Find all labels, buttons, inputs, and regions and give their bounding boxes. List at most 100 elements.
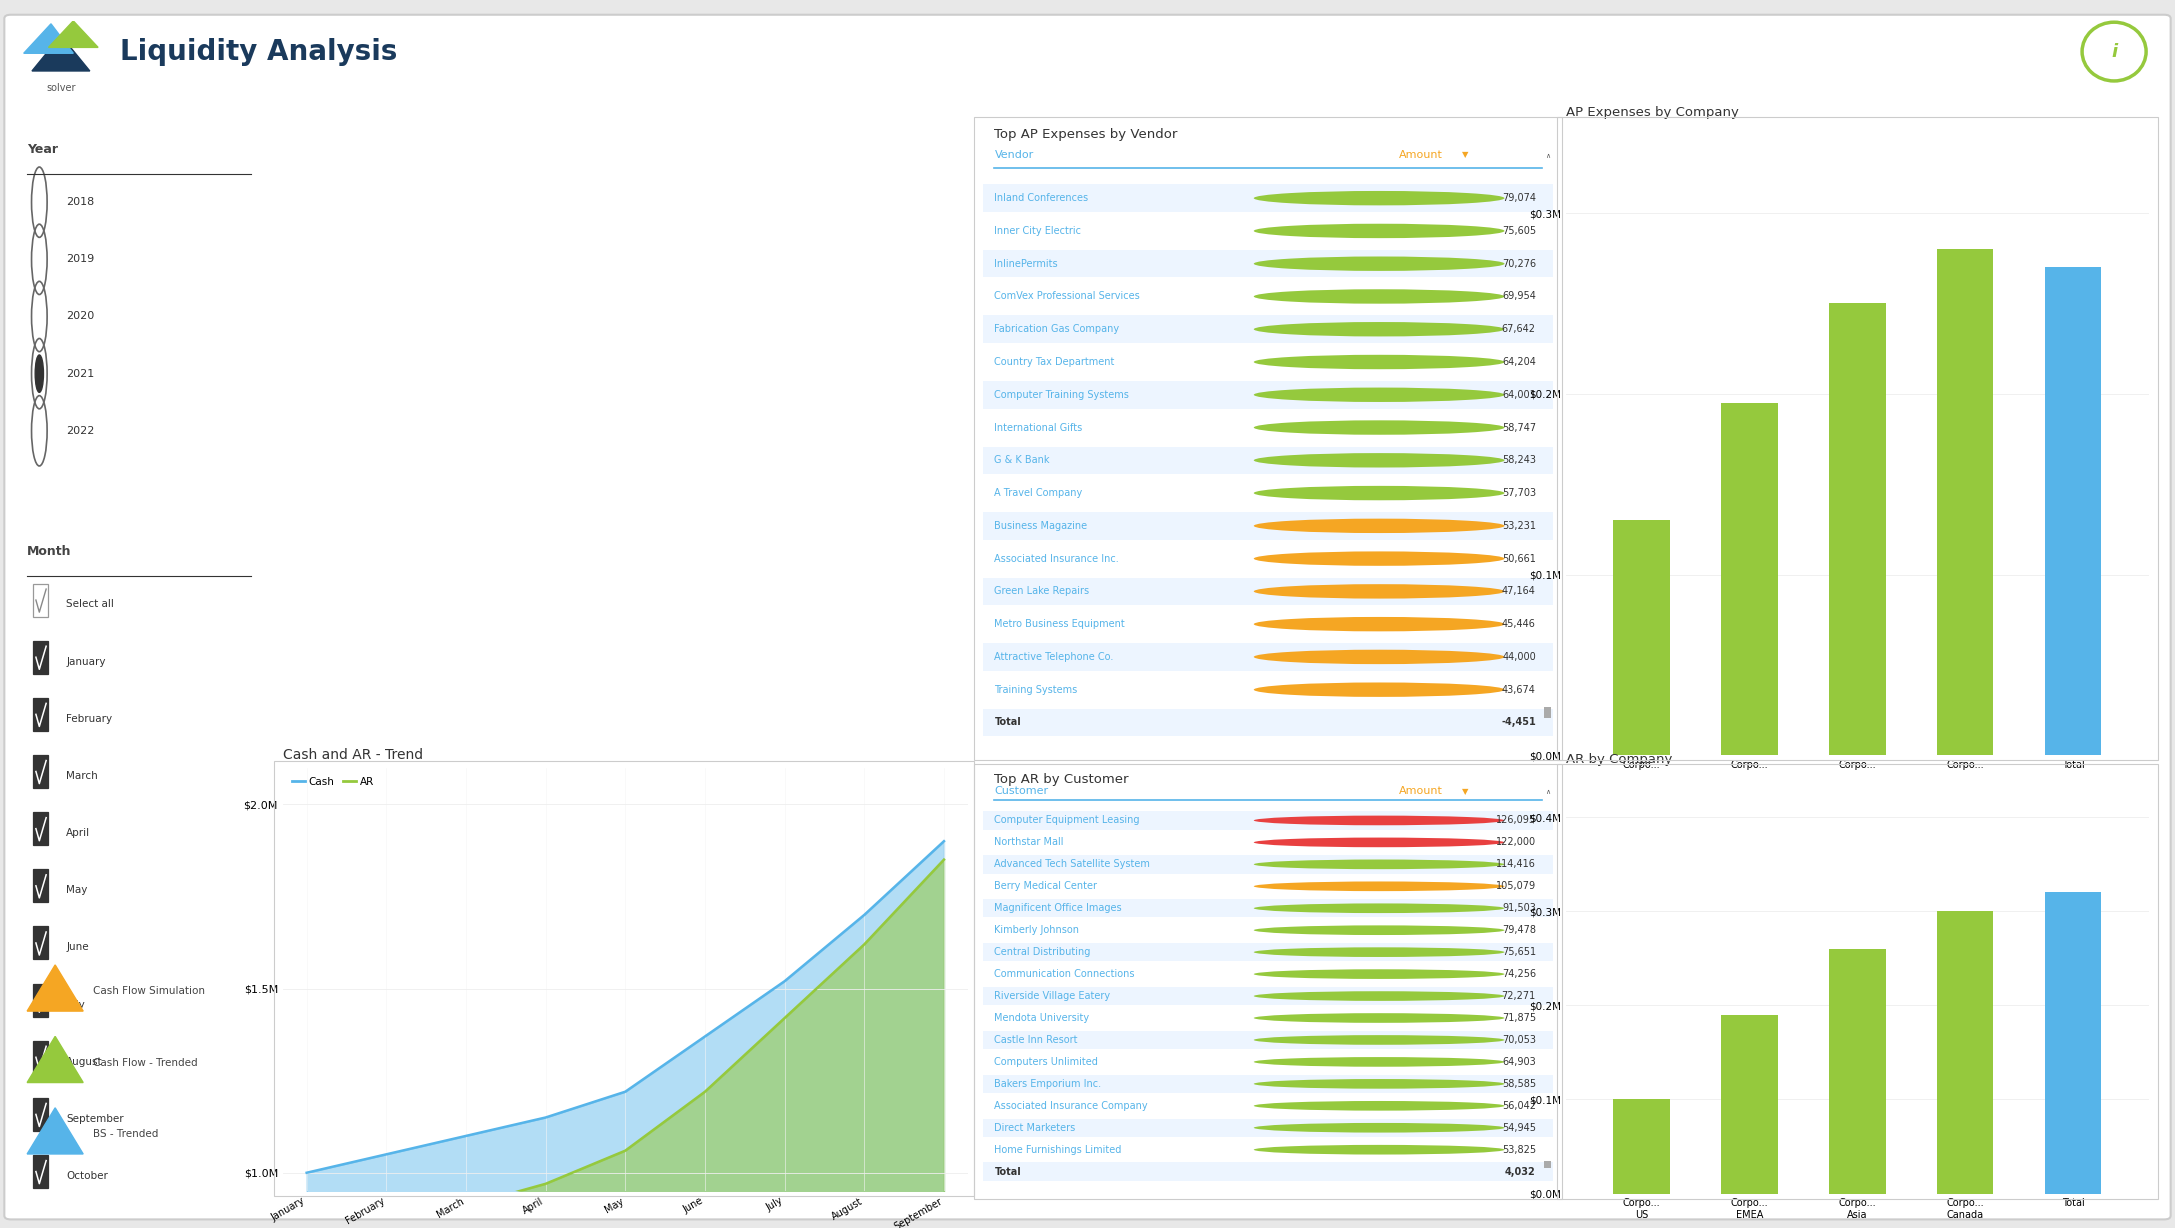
Text: August: August <box>65 1056 102 1067</box>
Circle shape <box>1253 1079 1505 1089</box>
Text: February: February <box>65 713 113 723</box>
Text: Green Lake Repairs: Green Lake Repairs <box>994 587 1090 597</box>
Text: Select all: Select all <box>65 599 113 609</box>
Text: 74,256: 74,256 <box>1501 969 1536 979</box>
Text: 43,674: 43,674 <box>1503 685 1536 695</box>
Text: 2.2: 2.2 <box>352 206 389 226</box>
FancyBboxPatch shape <box>983 381 1553 409</box>
Text: (-0.1 %): (-0.1 %) <box>844 524 885 534</box>
Circle shape <box>1253 486 1505 500</box>
FancyBboxPatch shape <box>983 987 1553 1006</box>
Text: 75,651: 75,651 <box>1501 947 1536 957</box>
FancyBboxPatch shape <box>33 984 48 1017</box>
FancyBboxPatch shape <box>983 577 1553 605</box>
Circle shape <box>1253 1102 1505 1110</box>
FancyBboxPatch shape <box>983 414 1553 441</box>
FancyBboxPatch shape <box>937 962 953 1056</box>
Text: Northstar Mall: Northstar Mall <box>994 837 1064 847</box>
Circle shape <box>1253 1035 1505 1045</box>
Text: Magnificent Office Images: Magnificent Office Images <box>994 904 1122 914</box>
Text: ∧: ∧ <box>1544 154 1551 160</box>
Text: Top AR by Customer: Top AR by Customer <box>994 774 1129 786</box>
Text: Attractive Telephone Co.: Attractive Telephone Co. <box>994 652 1114 662</box>
FancyBboxPatch shape <box>983 217 1553 244</box>
Text: $356,313: $356,313 <box>650 206 759 226</box>
FancyBboxPatch shape <box>872 648 887 733</box>
FancyBboxPatch shape <box>674 1024 689 1056</box>
FancyBboxPatch shape <box>983 447 1553 474</box>
Bar <box>1829 303 1886 755</box>
Text: Liquidity Analysis: Liquidity Analysis <box>120 38 398 65</box>
Text: BS - Trended: BS - Trended <box>94 1130 159 1140</box>
Text: 72,271: 72,271 <box>1501 991 1536 1001</box>
Text: May: May <box>65 885 87 895</box>
Text: 2020: 2020 <box>65 312 94 322</box>
Text: InlinePermits: InlinePermits <box>994 259 1057 269</box>
Text: ▼: ▼ <box>1462 787 1468 796</box>
Text: 58,585: 58,585 <box>1501 1079 1536 1089</box>
Text: 53,825: 53,825 <box>1501 1144 1536 1154</box>
Text: Direct Marketers: Direct Marketers <box>994 1122 1077 1132</box>
Circle shape <box>1253 1013 1505 1023</box>
FancyBboxPatch shape <box>983 1119 1553 1137</box>
FancyBboxPatch shape <box>33 755 48 788</box>
Circle shape <box>1253 860 1505 869</box>
Text: 0.42: 0.42 <box>346 530 396 550</box>
Text: Communication Connections: Communication Connections <box>994 969 1135 979</box>
Text: Home Furnishings Limited: Home Furnishings Limited <box>994 1144 1122 1154</box>
Text: Debt to Equity Ratio: Debt to Equity Ratio <box>344 791 470 803</box>
Text: Current Ratio: Current Ratio <box>365 144 448 156</box>
FancyBboxPatch shape <box>33 583 48 616</box>
FancyBboxPatch shape <box>674 704 689 733</box>
Text: Berry Medical Center: Berry Medical Center <box>994 882 1098 892</box>
FancyBboxPatch shape <box>983 709 1553 737</box>
Text: 75,605: 75,605 <box>1501 226 1536 236</box>
FancyBboxPatch shape <box>639 709 657 733</box>
Text: 2021: 2021 <box>65 368 94 378</box>
Circle shape <box>1253 388 1505 402</box>
Text: July: July <box>65 1000 85 1009</box>
FancyBboxPatch shape <box>33 1098 48 1131</box>
Text: $267,648: $267,648 <box>650 530 759 550</box>
Text: 91,503: 91,503 <box>1503 904 1536 914</box>
Circle shape <box>1253 518 1505 533</box>
Text: 2019: 2019 <box>65 254 94 264</box>
Bar <box>1938 249 1994 755</box>
FancyBboxPatch shape <box>983 965 1553 984</box>
Bar <box>2044 268 2101 755</box>
FancyBboxPatch shape <box>983 349 1553 376</box>
FancyBboxPatch shape <box>772 1001 787 1056</box>
Text: Accounts Payable: Accounts Payable <box>711 468 820 480</box>
Circle shape <box>1253 223 1505 238</box>
FancyBboxPatch shape <box>983 1163 1553 1181</box>
Text: 79,074: 79,074 <box>1503 193 1536 203</box>
FancyBboxPatch shape <box>639 389 657 409</box>
Bar <box>1938 911 1994 1194</box>
FancyBboxPatch shape <box>983 545 1553 572</box>
Circle shape <box>1253 1144 1505 1154</box>
Text: (+4.4 %): (+4.4 %) <box>842 847 887 857</box>
Text: AP Expenses by Company: AP Expenses by Company <box>1566 106 1738 119</box>
Text: Top AP Expenses by Vendor: Top AP Expenses by Vendor <box>994 128 1179 141</box>
FancyBboxPatch shape <box>840 340 855 409</box>
Text: Cash and AR - Trend: Cash and AR - Trend <box>283 748 422 763</box>
Text: Computers Unlimited: Computers Unlimited <box>994 1057 1098 1067</box>
FancyBboxPatch shape <box>872 330 887 409</box>
Text: 64,903: 64,903 <box>1503 1057 1536 1067</box>
Text: Total: Total <box>994 1167 1022 1176</box>
Circle shape <box>1253 355 1505 370</box>
Text: Cash: Cash <box>750 791 781 803</box>
Bar <box>1720 403 1777 755</box>
Circle shape <box>1253 616 1505 631</box>
Circle shape <box>1253 257 1505 271</box>
Circle shape <box>1253 991 1505 1001</box>
Text: Associated Insurance Company: Associated Insurance Company <box>994 1100 1148 1111</box>
Text: solver: solver <box>46 82 76 93</box>
FancyBboxPatch shape <box>707 694 722 733</box>
FancyBboxPatch shape <box>983 479 1553 507</box>
FancyBboxPatch shape <box>983 855 1553 873</box>
Text: January: January <box>65 657 107 667</box>
Polygon shape <box>33 36 89 71</box>
Text: Year: Year <box>26 142 59 156</box>
Text: 58,747: 58,747 <box>1501 422 1536 432</box>
